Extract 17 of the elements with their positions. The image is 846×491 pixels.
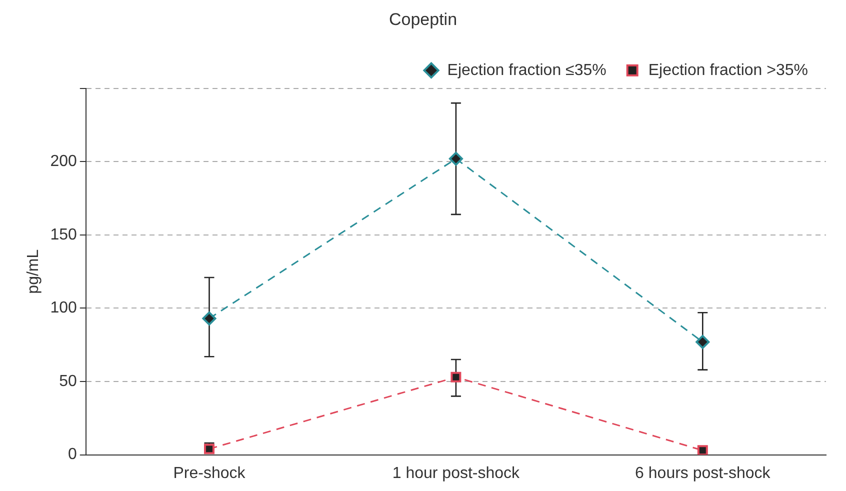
legend-label: Ejection fraction ≤35% bbox=[447, 62, 606, 79]
y-tick-label: 50 bbox=[59, 372, 77, 390]
point bbox=[202, 312, 216, 326]
x-tick-label: 6 hours post-shock bbox=[635, 464, 772, 482]
y-tick-label: 200 bbox=[50, 153, 77, 170]
point bbox=[450, 372, 462, 382]
point bbox=[696, 334, 710, 349]
x-tick-label: Pre-shock bbox=[173, 464, 246, 482]
y-axis-title: pg/mL bbox=[25, 249, 42, 294]
point bbox=[697, 445, 708, 455]
y-tick-label: 150 bbox=[50, 226, 77, 244]
point bbox=[448, 152, 463, 166]
legend-label: Ejection fraction >35% bbox=[648, 62, 808, 79]
y-tick-label: 0 bbox=[68, 446, 77, 464]
x-tick-label: 1 hour post-shock bbox=[392, 464, 521, 482]
y-tick-label: 100 bbox=[50, 300, 77, 317]
chart-title: Copeptin bbox=[388, 10, 458, 29]
